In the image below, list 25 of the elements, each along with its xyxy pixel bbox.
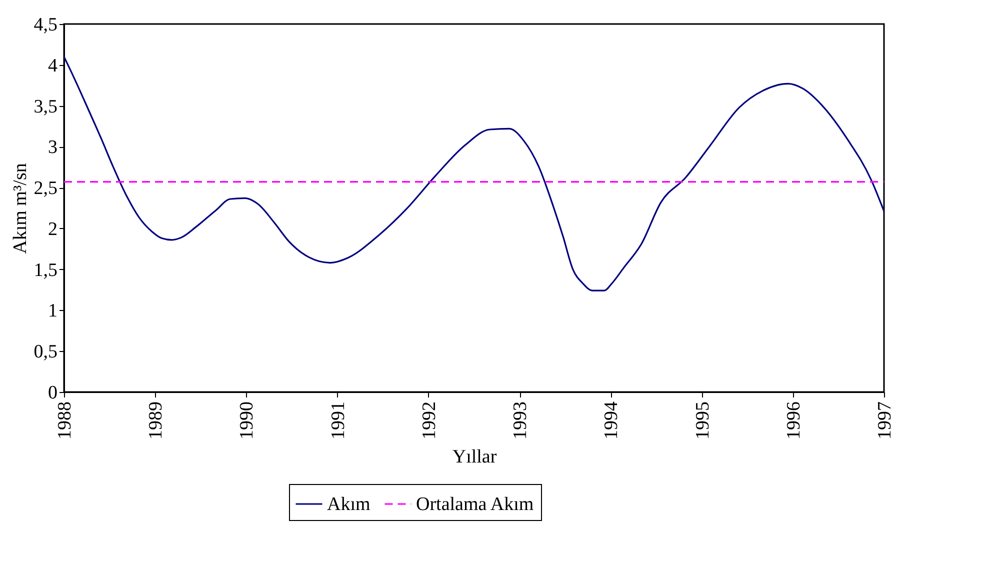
y-tick-label: 3 [48, 137, 58, 158]
y-tick-label: 1,5 [34, 260, 58, 281]
x-tick-label: 1991 [328, 402, 349, 440]
x-tick-label: 1993 [510, 402, 532, 440]
x-tick-label: 1997 [874, 402, 896, 440]
y-tick-label: 2 [48, 218, 58, 240]
x-tick-label: 1992 [418, 402, 440, 440]
y-tick-label: 0,5 [34, 342, 58, 363]
line-series [63, 56, 885, 292]
y-tick-label: 4 [48, 55, 58, 76]
x-tick-label: 1990 [236, 402, 258, 440]
y-tick-label: 4,5 [34, 14, 58, 36]
x-axis-title: Yıllar [452, 446, 498, 468]
y-tick-label: 0 [48, 382, 58, 404]
y-tick-label: 1 [48, 300, 58, 322]
y-tick-label: 2,5 [34, 178, 58, 200]
legend-label: Ortalama Akım [416, 494, 534, 515]
x-tick-label: 1996 [783, 402, 804, 440]
y-axis-title: Akım m³/sn [10, 162, 31, 254]
legend-label: Akım [327, 494, 370, 515]
y-tick-label: 3,5 [34, 96, 58, 118]
x-tick-label: 1988 [54, 402, 76, 440]
x-tick-label: 1995 [692, 402, 714, 440]
x-tick-label: 1989 [146, 402, 167, 440]
x-tick-label: 1994 [601, 401, 622, 440]
